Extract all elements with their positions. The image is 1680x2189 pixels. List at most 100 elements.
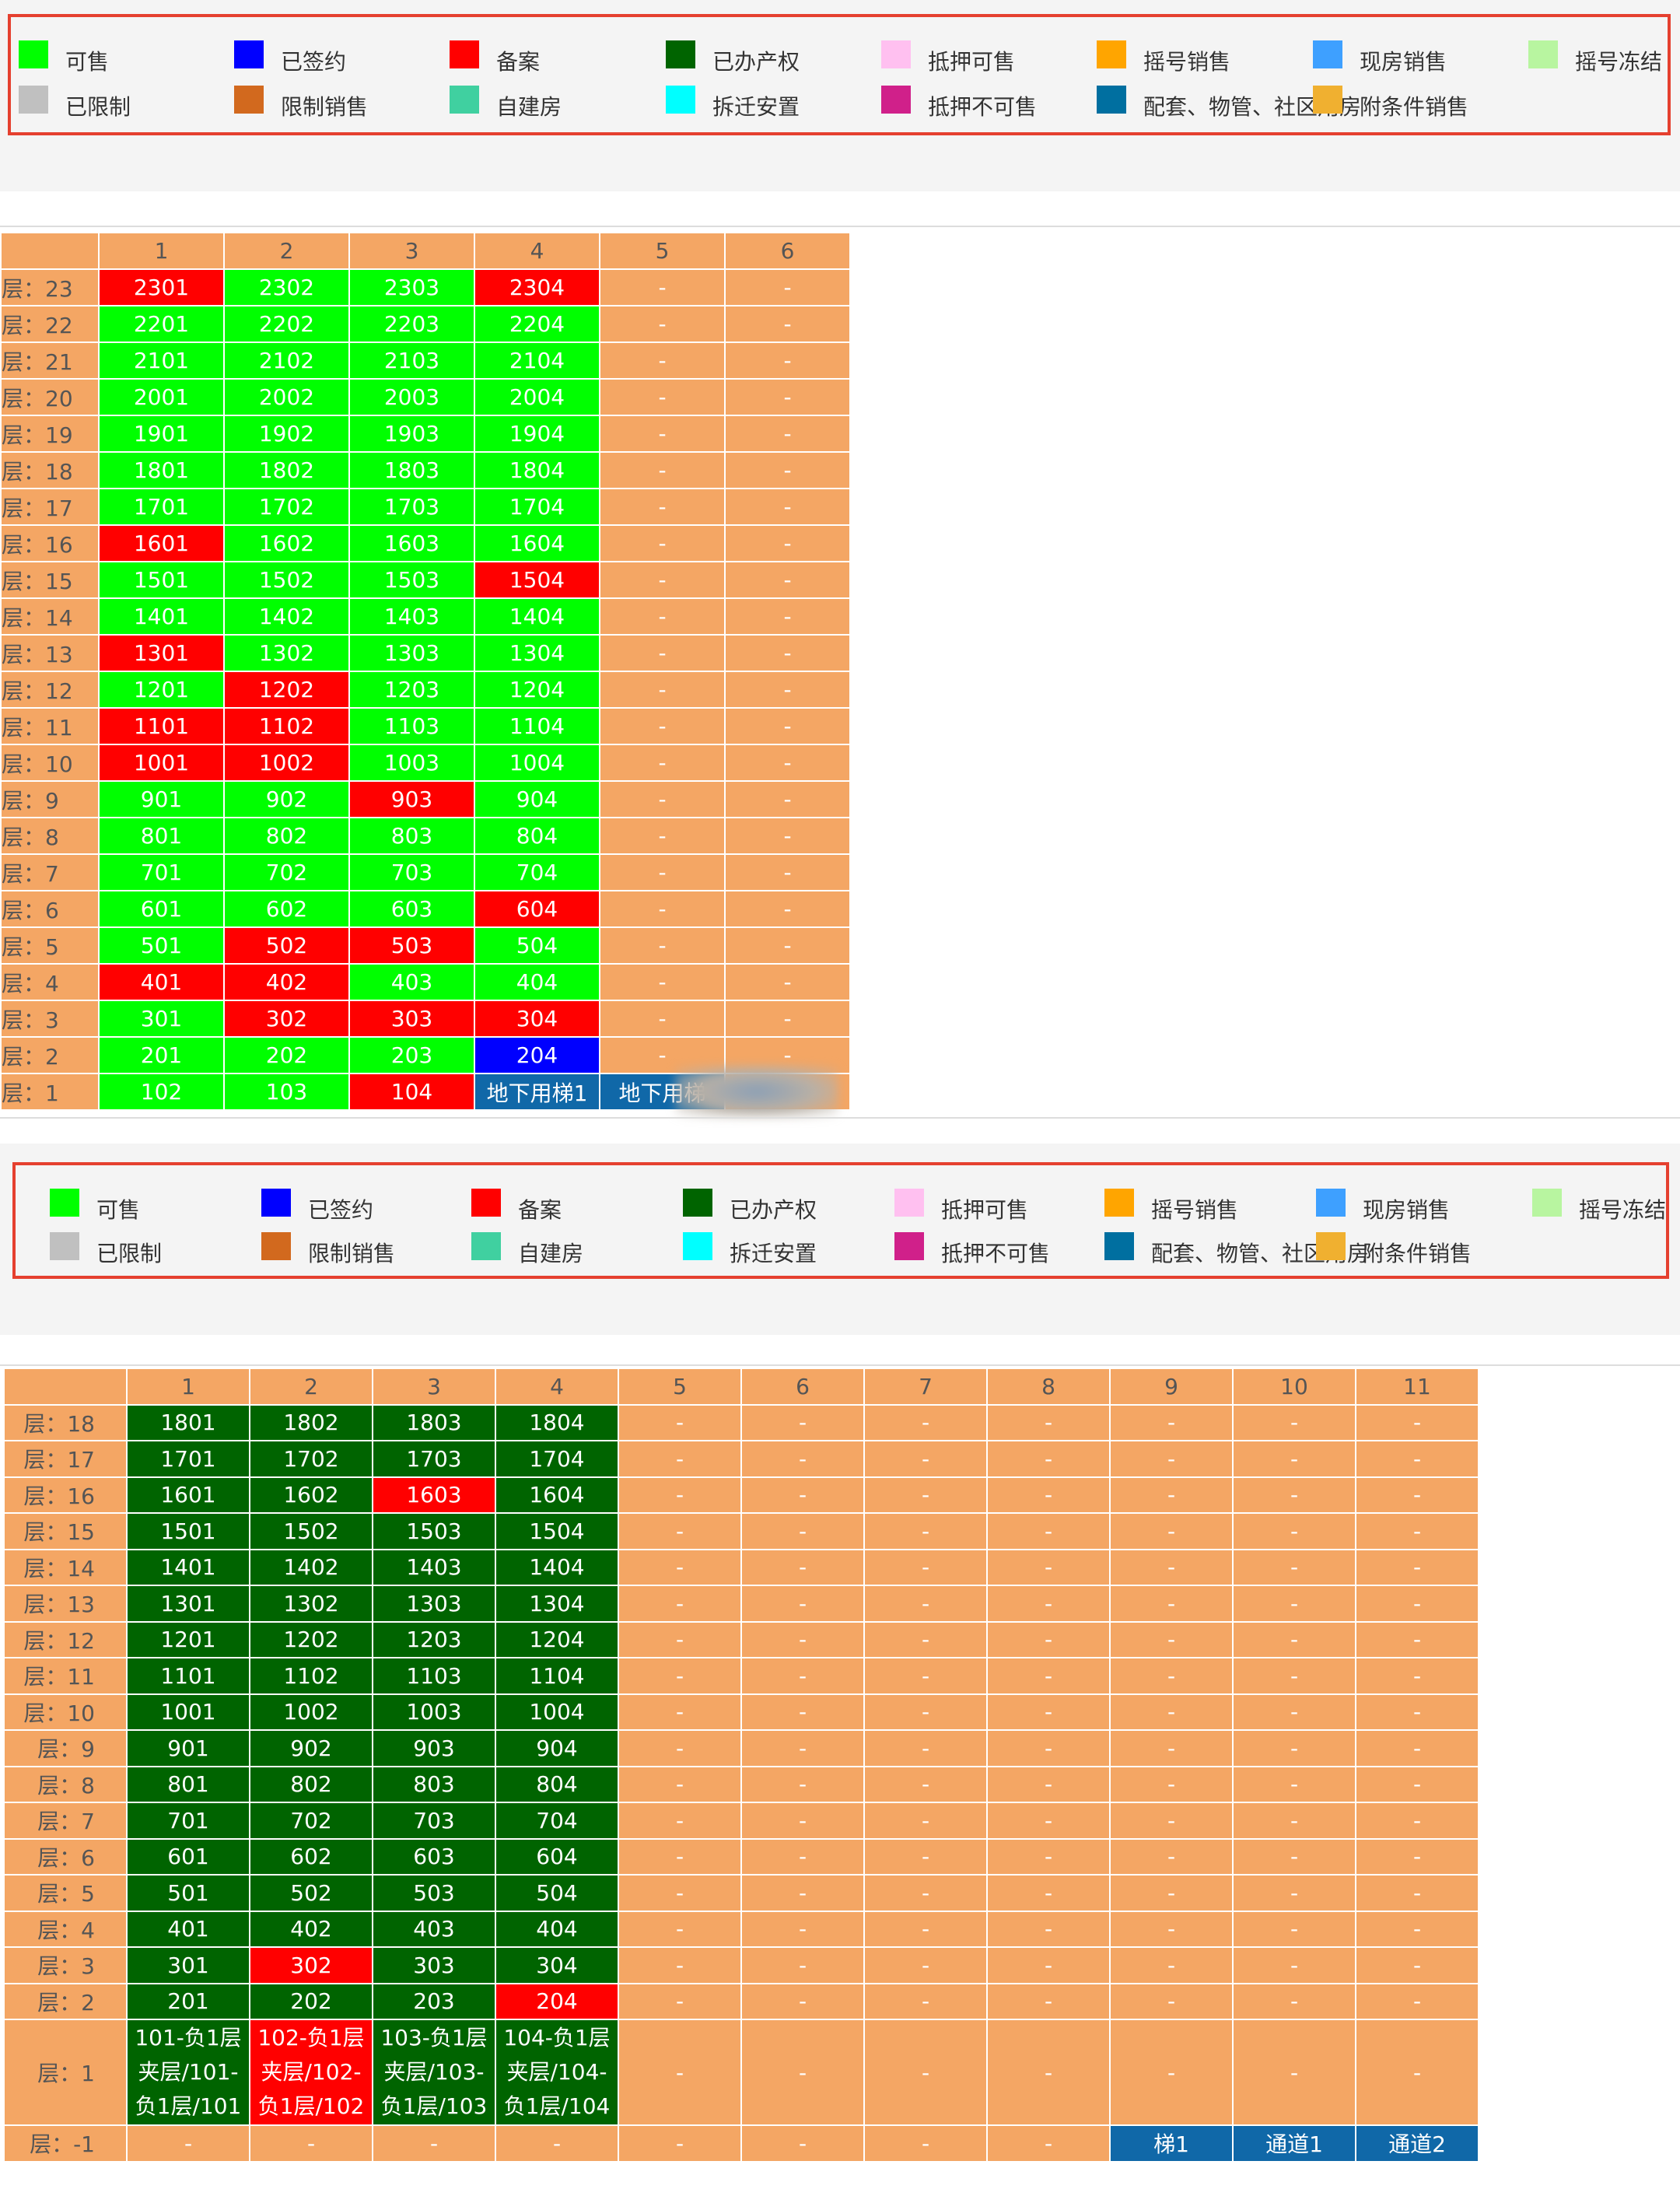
unit-cell[interactable]: 1704 — [495, 1440, 619, 1478]
unit-cell[interactable]: 804 — [495, 1765, 619, 1803]
unit-cell[interactable]: 201 — [126, 1982, 250, 2020]
unit-cell[interactable]: 2004 — [474, 378, 600, 416]
unit-cell[interactable]: 1102 — [223, 707, 350, 745]
unit-cell[interactable]: 602 — [223, 890, 350, 928]
unit-cell[interactable]: 1002 — [223, 744, 350, 782]
unit-cell[interactable]: 1704 — [474, 488, 600, 526]
unit-cell[interactable]: 103-负1层夹层/103-负1层/103 — [372, 2019, 496, 2126]
unit-cell[interactable]: 1903 — [348, 415, 475, 453]
unit-cell[interactable]: 2203 — [348, 305, 475, 343]
unit-cell[interactable]: 901 — [126, 1729, 250, 1767]
unit-cell[interactable]: 1703 — [372, 1440, 496, 1478]
unit-cell[interactable]: 1403 — [348, 597, 475, 636]
unit-cell[interactable]: 301 — [98, 1000, 225, 1038]
unit-cell[interactable]: 1601 — [98, 524, 225, 562]
unit-cell[interactable]: 304 — [495, 1946, 619, 1984]
unit-cell[interactable]: 902 — [249, 1729, 373, 1767]
unit-cell[interactable]: 1402 — [249, 1548, 373, 1586]
unit-cell[interactable]: 1702 — [249, 1440, 373, 1478]
unit-cell[interactable]: 2002 — [223, 378, 350, 416]
unit-cell[interactable]: 1301 — [98, 634, 225, 672]
unit-cell[interactable]: 701 — [126, 1802, 250, 1840]
unit-cell[interactable]: 103 — [223, 1073, 350, 1111]
unit-cell[interactable]: 1701 — [98, 488, 225, 526]
unit-cell[interactable]: 通道1 — [1232, 2124, 1356, 2163]
unit-cell[interactable]: 2204 — [474, 305, 600, 343]
unit-cell[interactable]: 2202 — [223, 305, 350, 343]
unit-cell[interactable]: 1502 — [223, 561, 350, 599]
unit-cell[interactable]: 603 — [348, 890, 475, 928]
unit-cell[interactable]: 404 — [495, 1910, 619, 1948]
unit-cell[interactable]: 1503 — [348, 561, 475, 599]
unit-cell[interactable]: 1303 — [372, 1585, 496, 1623]
unit-cell[interactable]: 1001 — [126, 1693, 250, 1731]
unit-cell[interactable]: 1003 — [372, 1693, 496, 1731]
unit-cell[interactable]: 2304 — [474, 268, 600, 306]
unit-cell[interactable]: 802 — [223, 817, 350, 855]
unit-cell[interactable]: 1103 — [372, 1657, 496, 1695]
unit-cell[interactable]: 1102 — [249, 1657, 373, 1695]
unit-cell[interactable]: 1804 — [474, 451, 600, 489]
unit-cell[interactable]: 102 — [98, 1073, 225, 1111]
unit-cell[interactable]: 1404 — [495, 1548, 619, 1586]
unit-cell[interactable]: 1304 — [495, 1585, 619, 1623]
unit-cell[interactable]: 1404 — [474, 597, 600, 636]
unit-cell[interactable]: 1103 — [348, 707, 475, 745]
unit-cell[interactable]: 1803 — [348, 451, 475, 489]
unit-cell[interactable]: 304 — [474, 1000, 600, 1038]
unit-cell[interactable]: 503 — [348, 926, 475, 965]
unit-cell[interactable]: 203 — [372, 1982, 496, 2020]
unit-cell[interactable]: 1201 — [98, 671, 225, 709]
unit-cell[interactable]: 1701 — [126, 1440, 250, 1478]
unit-cell[interactable]: 1402 — [223, 597, 350, 636]
unit-cell[interactable]: 1801 — [126, 1403, 250, 1441]
unit-cell[interactable]: 401 — [126, 1910, 250, 1948]
unit-cell[interactable]: 604 — [495, 1837, 619, 1876]
unit-cell[interactable]: 804 — [474, 817, 600, 855]
unit-cell[interactable]: 1901 — [98, 415, 225, 453]
unit-cell[interactable]: 地下用梯1 — [474, 1073, 600, 1111]
unit-cell[interactable]: 903 — [372, 1729, 496, 1767]
unit-cell[interactable]: 203 — [348, 1036, 475, 1074]
unit-cell[interactable]: 104-负1层夹层/104-负1层/104 — [495, 2019, 619, 2126]
unit-cell[interactable]: 402 — [223, 963, 350, 1001]
unit-cell[interactable]: 904 — [474, 780, 600, 818]
unit-cell[interactable]: 1803 — [372, 1403, 496, 1441]
unit-cell[interactable]: 1201 — [126, 1620, 250, 1658]
unit-cell[interactable]: 1801 — [98, 451, 225, 489]
unit-cell[interactable]: 1604 — [495, 1476, 619, 1514]
unit-cell[interactable]: 601 — [98, 890, 225, 928]
unit-cell[interactable]: 703 — [348, 853, 475, 891]
unit-cell[interactable]: 1804 — [495, 1403, 619, 1441]
unit-cell[interactable]: 1501 — [98, 561, 225, 599]
unit-cell[interactable]: 702 — [249, 1802, 373, 1840]
unit-cell[interactable]: 601 — [126, 1837, 250, 1876]
unit-cell[interactable]: 502 — [223, 926, 350, 965]
unit-cell[interactable]: 1203 — [372, 1620, 496, 1658]
unit-cell[interactable]: 1104 — [495, 1657, 619, 1695]
unit-cell[interactable]: 303 — [372, 1946, 496, 1984]
unit-cell[interactable]: 1502 — [249, 1512, 373, 1550]
unit-cell[interactable]: 502 — [249, 1874, 373, 1912]
unit-cell[interactable]: 2103 — [348, 341, 475, 380]
unit-cell[interactable]: 2003 — [348, 378, 475, 416]
unit-cell[interactable]: 803 — [348, 817, 475, 855]
unit-cell[interactable]: 通道2 — [1355, 2124, 1479, 2163]
unit-cell[interactable]: 104 — [348, 1073, 475, 1111]
unit-cell[interactable]: 2001 — [98, 378, 225, 416]
unit-cell[interactable]: 1004 — [495, 1693, 619, 1731]
unit-cell[interactable]: 904 — [495, 1729, 619, 1767]
unit-cell[interactable]: 1802 — [223, 451, 350, 489]
unit-cell[interactable]: 1603 — [348, 524, 475, 562]
unit-cell[interactable]: 504 — [474, 926, 600, 965]
unit-cell[interactable]: 1202 — [249, 1620, 373, 1658]
unit-cell[interactable]: 801 — [126, 1765, 250, 1803]
unit-cell[interactable]: 803 — [372, 1765, 496, 1803]
unit-cell[interactable]: 1104 — [474, 707, 600, 745]
unit-cell[interactable]: 1004 — [474, 744, 600, 782]
unit-cell[interactable]: 1002 — [249, 1693, 373, 1731]
unit-cell[interactable]: 1904 — [474, 415, 600, 453]
unit-cell[interactable]: 202 — [249, 1982, 373, 2020]
unit-cell[interactable]: 501 — [98, 926, 225, 965]
unit-cell[interactable]: 1501 — [126, 1512, 250, 1550]
